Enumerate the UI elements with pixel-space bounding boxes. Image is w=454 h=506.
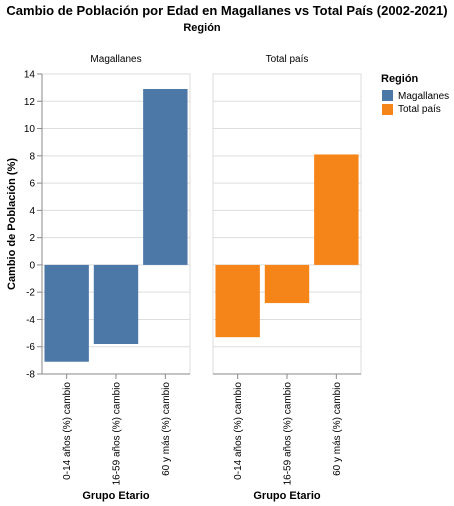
y-axis: -8 -6 -4 -2 0 2 4 6 8 10 12 14	[24, 70, 43, 381]
x-tick-label: 16-59 años (%) cambio	[112, 382, 123, 486]
y-tick-label: -8	[26, 370, 35, 381]
legend-swatch-total-pais	[382, 104, 393, 115]
x-tick-label: 60 y más (%) cambio	[332, 382, 343, 476]
bar-magallanes-0	[44, 264, 89, 362]
x-tick-label: 60 y más (%) cambio	[161, 382, 172, 476]
y-tick-label: 12	[24, 97, 36, 108]
legend-label-total-pais: Total país	[398, 104, 441, 115]
x-tick-label: 0-14 años (%) cambio	[233, 382, 244, 480]
y-tick-label: 8	[29, 151, 35, 162]
x-tick-label: 16-59 años (%) cambio	[283, 382, 294, 486]
x-axis-title-magallanes: Grupo Etario	[82, 490, 150, 502]
gridlines	[42, 73, 361, 375]
facet-label-magallanes: Magallanes	[90, 54, 141, 65]
bar-total-pais-2	[314, 154, 359, 265]
y-tick-label: 14	[24, 70, 36, 81]
y-axis-title: Cambio de Población (%)	[6, 158, 18, 290]
y-tick-label: -2	[26, 288, 35, 299]
legend-label-magallanes: Magallanes	[398, 91, 449, 102]
bars	[44, 89, 359, 362]
facet-label-total-pais: Total país	[266, 54, 309, 65]
bar-magallanes-2	[143, 89, 188, 265]
x-tick-label: 0-14 años (%) cambio	[62, 382, 73, 480]
y-tick-label: 4	[29, 206, 35, 217]
bar-magallanes-1	[93, 264, 139, 344]
y-tick-label: 0	[29, 260, 35, 271]
panel-frames	[41, 73, 362, 375]
bar-total-pais-0	[215, 264, 260, 338]
x-axis-title-total-pais: Grupo Etario	[253, 490, 321, 502]
legend-swatch-magallanes	[382, 90, 393, 101]
y-tick-label: 2	[29, 233, 35, 244]
legend-title: Región	[381, 73, 419, 85]
chart-title: Cambio de Población por Edad en Magallan…	[6, 3, 447, 18]
bar-total-pais-1	[264, 264, 310, 304]
y-tick-label: 6	[29, 179, 35, 190]
column-header: Región	[183, 22, 221, 34]
y-tick-label: 10	[24, 124, 36, 135]
legend: Región Magallanes Total país	[381, 73, 449, 115]
x-axis: 0-14 años (%) cambio 16-59 años (%) cambi…	[42, 373, 361, 486]
y-tick-label: -6	[26, 342, 35, 353]
y-tick-label: -4	[26, 315, 35, 326]
